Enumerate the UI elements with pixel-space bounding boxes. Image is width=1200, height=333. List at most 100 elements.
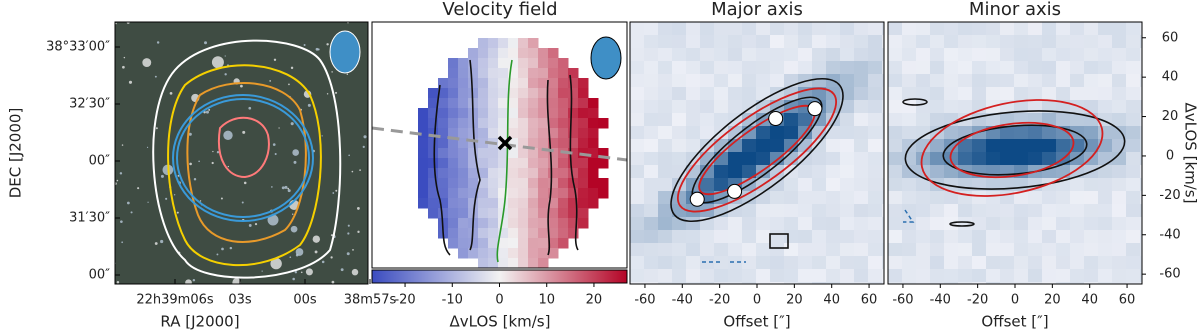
pixel — [700, 35, 715, 49]
pixel — [944, 74, 959, 88]
pixel — [714, 87, 729, 101]
pixel — [1014, 178, 1029, 192]
pixel — [916, 243, 931, 257]
pixel — [888, 178, 903, 192]
pixel — [1126, 256, 1141, 270]
pixel — [1070, 87, 1085, 101]
pixel — [812, 22, 827, 36]
pixel — [798, 48, 813, 62]
pixel — [1000, 22, 1015, 36]
pixel — [1000, 61, 1015, 75]
pixel — [644, 22, 659, 36]
pixel — [700, 126, 715, 140]
pixel — [438, 178, 449, 189]
pixel — [548, 78, 559, 89]
pixel — [538, 118, 549, 129]
pixel — [548, 118, 559, 129]
pixel — [1056, 22, 1071, 36]
pixel — [508, 128, 519, 139]
star — [122, 65, 125, 69]
pixel — [840, 204, 855, 218]
pixel — [498, 178, 509, 189]
frame — [114, 21, 369, 285]
pixel — [548, 48, 559, 59]
pixel — [944, 243, 959, 257]
pixel — [826, 100, 841, 114]
pixel — [728, 22, 743, 36]
star — [154, 242, 158, 245]
pixel — [1014, 126, 1029, 140]
pixel — [498, 218, 509, 229]
star — [351, 268, 359, 276]
pixel — [1070, 178, 1085, 192]
pixel — [458, 178, 469, 189]
pixel — [972, 217, 987, 231]
x-tick-label: -20 — [709, 293, 730, 308]
pixel — [742, 22, 757, 36]
pixel — [1112, 74, 1127, 88]
pixel — [518, 68, 529, 79]
pixel — [498, 158, 509, 169]
pixel — [428, 158, 439, 169]
pixel — [1028, 269, 1043, 283]
pixel — [854, 100, 869, 114]
pixel — [568, 198, 579, 209]
pixel — [658, 243, 673, 257]
pixel — [548, 148, 559, 159]
pixel — [488, 168, 499, 179]
star — [116, 281, 120, 284]
minor-panel — [887, 21, 1143, 285]
pixel — [868, 165, 883, 179]
pixel — [488, 238, 499, 249]
pixel — [488, 68, 499, 79]
pixel — [644, 139, 659, 153]
pixel — [756, 230, 771, 244]
star — [189, 162, 192, 166]
pixel — [972, 152, 987, 166]
pixel — [578, 138, 589, 149]
star — [248, 224, 252, 227]
pixel — [1014, 256, 1029, 270]
pixel — [826, 217, 841, 231]
pixel — [700, 230, 715, 244]
pixel — [558, 178, 569, 189]
pixel — [812, 126, 827, 140]
pixel — [812, 217, 827, 231]
pixel — [528, 188, 539, 199]
pixel — [598, 158, 609, 169]
y-tick-label: -60 — [1159, 267, 1180, 282]
pixel — [418, 158, 429, 169]
pixel — [468, 68, 479, 79]
x-tick-label: -60 — [634, 293, 655, 308]
pixel — [1056, 217, 1071, 231]
pixel — [548, 108, 559, 119]
star — [269, 80, 272, 82]
star — [314, 250, 318, 254]
pixel — [986, 230, 1001, 244]
pixel — [538, 248, 549, 259]
pixel — [700, 61, 715, 75]
pixel — [714, 22, 729, 36]
pixel — [1140, 243, 1142, 257]
pixel — [458, 78, 469, 89]
star — [208, 108, 211, 111]
pixel — [458, 248, 469, 259]
pixel — [868, 87, 883, 101]
pixel — [1042, 204, 1057, 218]
pixel — [508, 228, 519, 239]
star — [294, 271, 298, 274]
star — [340, 268, 344, 272]
x-tick-label: 60 — [1119, 293, 1136, 308]
pixel — [508, 198, 519, 209]
pixel — [902, 48, 917, 62]
star — [211, 161, 214, 165]
pixel — [770, 230, 785, 244]
pixel — [1028, 256, 1043, 270]
pixel — [930, 22, 945, 36]
pixel — [826, 61, 841, 75]
pixel — [658, 191, 673, 205]
pixel — [578, 198, 589, 209]
pixel — [854, 22, 869, 36]
pixel — [868, 152, 883, 166]
point — [689, 191, 705, 207]
